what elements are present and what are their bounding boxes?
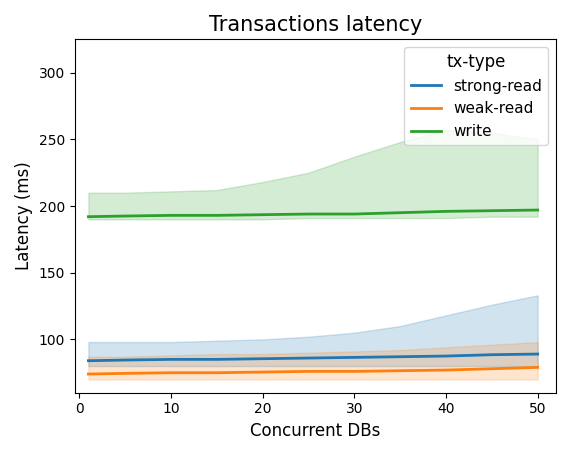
write: [122, 213, 128, 219]
write: [534, 207, 541, 213]
weak-read: [259, 369, 266, 375]
Line: weak-read: weak-read: [89, 367, 538, 374]
weak-read: [443, 367, 449, 373]
strong-read: [351, 354, 357, 360]
strong-read: [305, 355, 312, 361]
strong-read: [488, 352, 495, 358]
X-axis label: Concurrent DBs: Concurrent DBs: [250, 422, 380, 440]
weak-read: [214, 370, 220, 375]
weak-read: [534, 364, 541, 370]
weak-read: [305, 369, 312, 374]
strong-read: [214, 357, 220, 362]
write: [488, 208, 495, 213]
strong-read: [259, 356, 266, 361]
Title: Transactions latency: Transactions latency: [208, 15, 422, 35]
strong-read: [122, 357, 128, 363]
write: [351, 211, 357, 217]
weak-read: [488, 366, 495, 371]
write: [305, 211, 312, 217]
Line: write: write: [89, 210, 538, 217]
Line: strong-read: strong-read: [89, 354, 538, 361]
Y-axis label: Latency (ms): Latency (ms): [15, 162, 33, 270]
strong-read: [85, 358, 92, 364]
weak-read: [167, 370, 174, 375]
weak-read: [122, 371, 128, 376]
strong-read: [534, 351, 541, 357]
weak-read: [397, 368, 404, 374]
write: [214, 212, 220, 218]
write: [397, 210, 404, 215]
write: [167, 212, 174, 218]
Legend: strong-read, weak-read, write: strong-read, weak-read, write: [404, 47, 548, 145]
weak-read: [85, 371, 92, 377]
write: [85, 214, 92, 219]
weak-read: [351, 369, 357, 374]
strong-read: [397, 354, 404, 359]
strong-read: [443, 354, 449, 359]
strong-read: [167, 357, 174, 362]
write: [259, 212, 266, 217]
write: [443, 209, 449, 214]
